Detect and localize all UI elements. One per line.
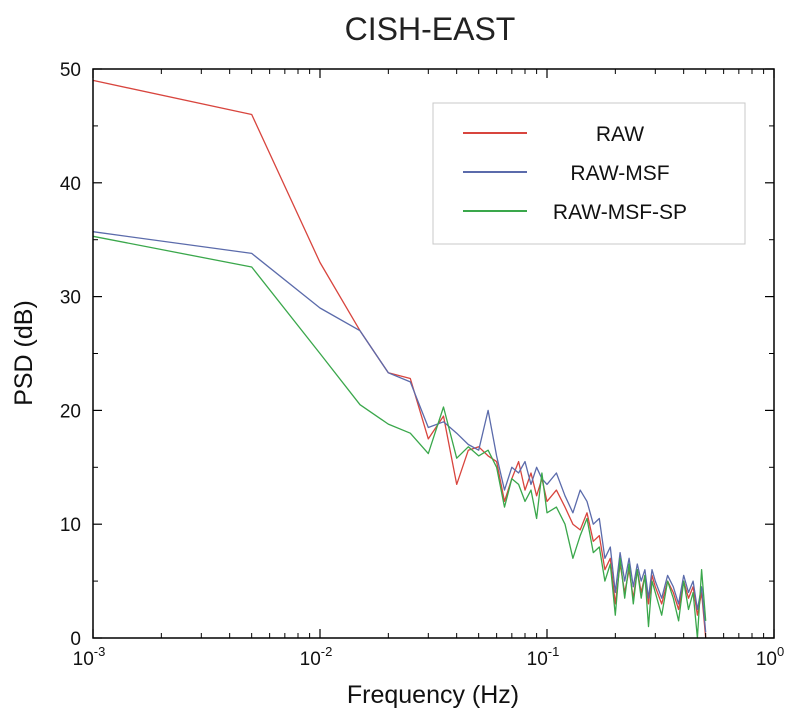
x-axis-label: Frequency (Hz) xyxy=(347,681,519,709)
legend-label-raw-msf: RAW-MSF xyxy=(570,162,669,185)
legend: RAW RAW-MSF RAW-MSF-SP xyxy=(432,102,746,245)
series-line-raw-msf xyxy=(92,231,707,633)
y-axis-label: PSD (dB) xyxy=(10,300,38,406)
x-tick-label: 10-3 xyxy=(73,644,106,670)
y-tick-label: 40 xyxy=(60,174,81,195)
y-tick-label: 50 xyxy=(60,60,81,81)
x-tick-label: 10-2 xyxy=(300,644,333,670)
x-tick-label: 10-1 xyxy=(527,644,560,670)
y-tick-label: 30 xyxy=(60,288,81,309)
x-axis-ticks: 10-3 10-2 10-1 100 xyxy=(73,69,784,670)
plot-lines xyxy=(92,79,707,639)
y-axis-ticks: 0 10 20 30 40 50 xyxy=(60,60,774,650)
y-tick-label: 0 xyxy=(70,629,81,650)
legend-label-raw: RAW xyxy=(596,123,644,146)
y-tick-label: 10 xyxy=(60,515,81,536)
legend-box xyxy=(432,102,746,245)
x-tick-label: 100 xyxy=(756,644,784,670)
legend-label-raw-msf-sp: RAW-MSF-SP xyxy=(553,201,687,224)
series-line-raw-msf-sp xyxy=(92,235,707,639)
y-tick-label: 20 xyxy=(60,401,81,422)
chart-title: CISH-EAST xyxy=(345,11,516,47)
